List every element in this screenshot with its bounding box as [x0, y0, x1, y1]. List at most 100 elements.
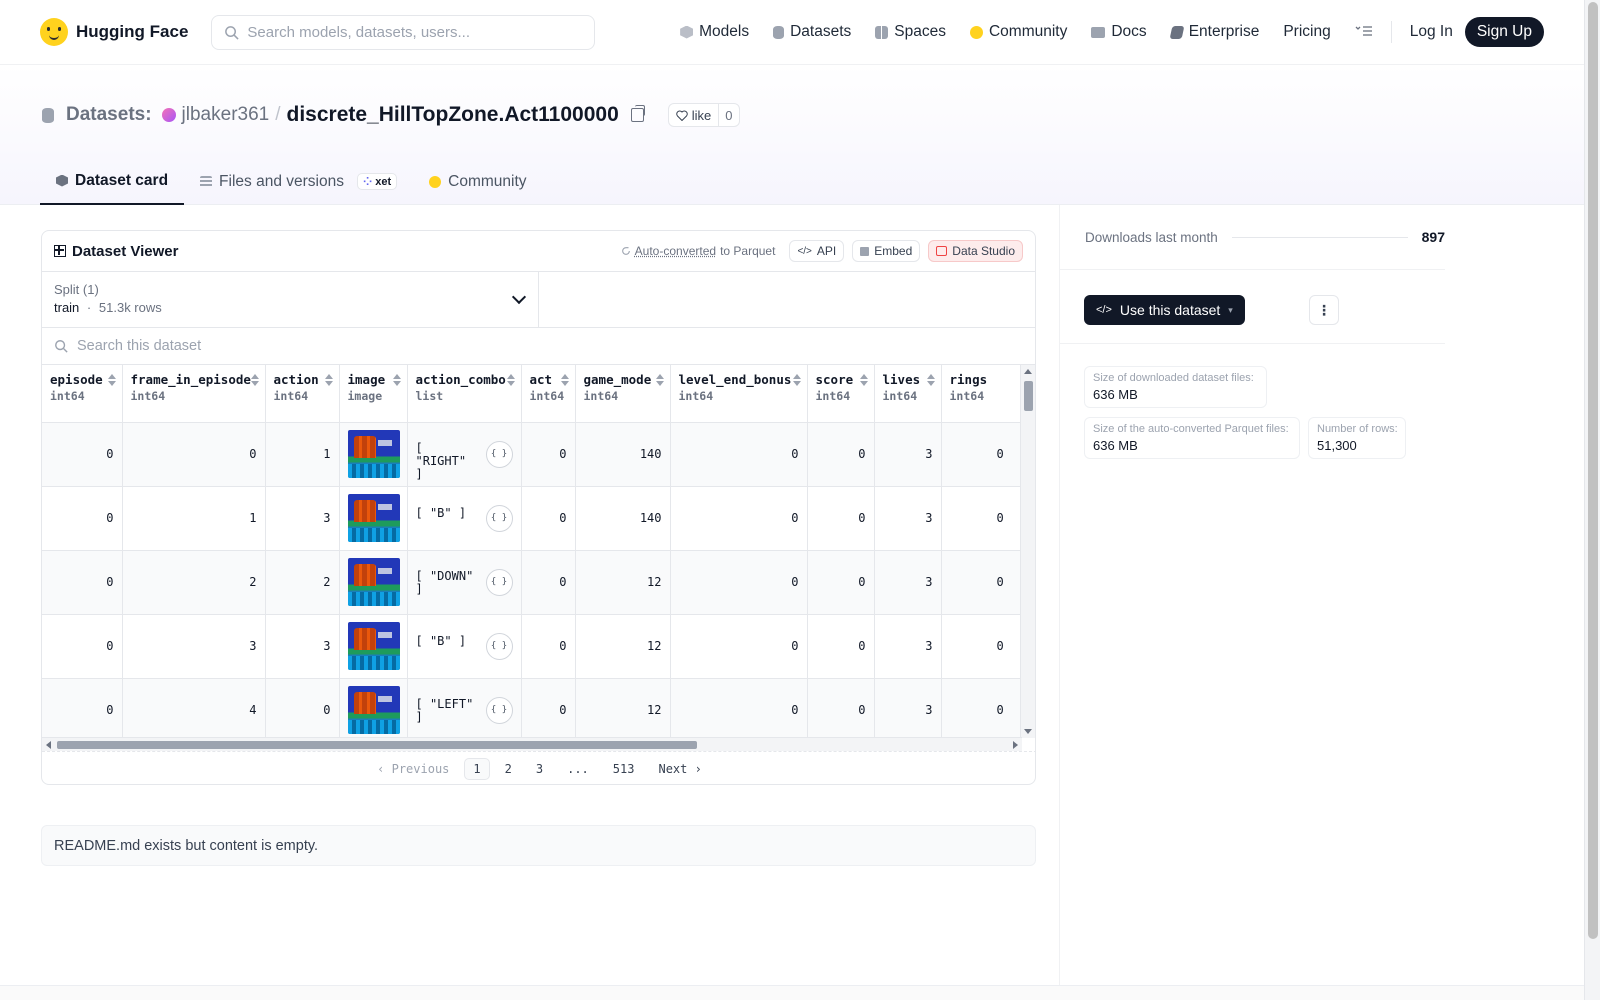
sort-icon[interactable] — [560, 374, 569, 386]
action-combo-text: [ "DOWN" ] — [415, 568, 474, 596]
nav-models[interactable]: Models — [668, 23, 761, 41]
cell-score: 0 — [807, 486, 875, 551]
col-header-lives[interactable]: lives int64 — [874, 365, 942, 423]
scroll-up-icon[interactable] — [1024, 369, 1032, 374]
expand-json-button[interactable]: { } — [485, 440, 513, 468]
like-main[interactable]: like — [669, 104, 719, 126]
community-tab-icon — [429, 175, 442, 188]
sort-icon[interactable] — [859, 374, 868, 386]
tab-dataset-card[interactable]: Dataset card — [40, 158, 185, 205]
embed-button[interactable]: Embed — [852, 240, 921, 262]
vertical-scroll-thumb[interactable] — [1024, 381, 1033, 411]
expand-json-button[interactable]: { } — [485, 568, 513, 596]
nav-datasets[interactable]: Datasets — [761, 23, 863, 41]
global-search-input[interactable] — [247, 23, 568, 41]
global-search[interactable] — [211, 14, 596, 50]
expand-json-button[interactable]: { } — [485, 504, 513, 532]
like-label: like — [691, 107, 712, 123]
table-row: 0 0 1 [ "RIGHT" ] { } 0 140 0 0 3 0 — [42, 422, 1035, 487]
page-scroll-thumb[interactable] — [1588, 2, 1598, 939]
copy-icon[interactable] — [630, 105, 645, 122]
like-count[interactable]: 0 — [718, 104, 738, 126]
cell-level-end-bonus: 0 — [670, 550, 808, 615]
col-header-rings[interactable]: rings int64 — [941, 365, 1035, 423]
expand-json-button[interactable]: { } — [485, 696, 513, 724]
page-scrollbar[interactable] — [1584, 0, 1600, 1000]
game-frame-thumbnail[interactable] — [347, 558, 400, 606]
table-horizontal-scrollbar[interactable] — [42, 737, 1022, 751]
more-menu-icon[interactable] — [1343, 24, 1385, 40]
split-selector[interactable]: Split (1) train · 51.3k rows — [42, 272, 539, 327]
page-1-button[interactable]: 1 — [464, 757, 490, 780]
sort-icon[interactable] — [392, 374, 401, 386]
cell-action: 3 — [265, 614, 340, 679]
scroll-right-icon[interactable] — [1013, 741, 1018, 749]
repo-name[interactable]: discrete_HillTopZone.Act1100000 — [286, 103, 619, 126]
game-frame-thumbnail[interactable] — [347, 686, 400, 734]
nav-docs[interactable]: Docs — [1079, 23, 1158, 41]
more-options-button[interactable]: ⋮ — [1309, 295, 1339, 325]
brand-name: Hugging Face — [76, 22, 189, 41]
docs-icon — [1091, 26, 1106, 38]
table-viewport[interactable]: episode int64 frame_in_episode int64 actio… — [42, 365, 1035, 738]
page-2-button[interactable]: 2 — [504, 761, 512, 776]
col-header-game-mode[interactable]: game_mode int64 — [575, 365, 671, 423]
game-frame-thumbnail[interactable] — [347, 430, 400, 478]
data-studio-button[interactable]: Data Studio — [928, 240, 1023, 262]
login-link[interactable]: Log In — [1409, 23, 1453, 40]
auto-converted-link[interactable]: Auto-converted — [634, 244, 717, 258]
sort-icon[interactable] — [655, 374, 664, 386]
spaces-icon — [875, 25, 889, 39]
scroll-down-icon[interactable] — [1024, 729, 1032, 734]
col-header-image[interactable]: image image — [339, 365, 408, 423]
dataset-search-input[interactable] — [77, 338, 577, 354]
game-frame-thumbnail[interactable] — [347, 622, 400, 670]
table-vertical-scrollbar[interactable] — [1020, 365, 1035, 738]
col-header-action-combo[interactable]: action_combo list — [407, 365, 522, 423]
heart-icon — [676, 110, 688, 121]
col-header-score[interactable]: score int64 — [807, 365, 875, 423]
dataset-search[interactable] — [42, 328, 1035, 365]
nav-spaces[interactable]: Spaces — [863, 23, 958, 41]
split-value: train · 51.3k rows — [54, 300, 526, 315]
stat-label: Size of the auto-converted Parquet files… — [1093, 423, 1289, 435]
sort-icon[interactable] — [324, 374, 333, 386]
col-header-frame-in-episode[interactable]: frame_in_episode int64 — [122, 365, 266, 423]
scroll-left-icon[interactable] — [46, 741, 51, 749]
col-header-episode[interactable]: episode int64 — [42, 365, 123, 423]
sort-icon[interactable] — [926, 374, 935, 386]
nav-enterprise[interactable]: Enterprise — [1159, 23, 1272, 41]
page-3-button[interactable]: 3 — [535, 761, 544, 776]
tab-files-and-versions[interactable]: Files and versions ⁘ xet — [184, 158, 413, 205]
sort-icon[interactable] — [506, 374, 515, 386]
like-button[interactable]: like 0 — [667, 103, 740, 127]
owner-link[interactable]: jlbaker361 — [181, 104, 270, 125]
col-name: image — [347, 372, 386, 387]
col-header-act[interactable]: act int64 — [521, 365, 576, 423]
api-button[interactable]: </> API — [789, 240, 845, 262]
cell-score: 0 — [807, 678, 875, 738]
next-page-button[interactable]: Next › — [658, 761, 702, 776]
col-header-level-end-bonus[interactable]: level_end_bonus int64 — [670, 365, 808, 423]
nav-community[interactable]: Community — [958, 23, 1079, 41]
tab-community[interactable]: Community — [413, 158, 542, 205]
nav-pricing[interactable]: Pricing — [1271, 23, 1342, 41]
sort-icon[interactable] — [107, 374, 116, 386]
cell-act: 0 — [521, 486, 576, 551]
previous-page-button[interactable]: ‹ Previous — [377, 761, 450, 776]
sort-icon[interactable] — [250, 374, 259, 386]
expand-json-button[interactable]: { } — [485, 632, 513, 660]
nav-models-label: Models — [699, 23, 750, 40]
pagination: ‹ Previous 1 2 3 ... 513 Next › — [42, 751, 1035, 784]
datasets-crumb[interactable]: Datasets: — [66, 104, 152, 125]
page-513-button[interactable]: 513 — [612, 761, 635, 776]
downloads-label: Downloads last month — [1085, 229, 1218, 245]
brand-link[interactable]: Hugging Face — [40, 18, 188, 46]
signup-button[interactable]: Sign Up — [1464, 17, 1544, 47]
sort-icon[interactable] — [792, 374, 801, 386]
horizontal-scroll-thumb[interactable] — [57, 741, 697, 749]
xet-badge-label: xet — [375, 176, 392, 188]
col-header-action[interactable]: action int64 — [265, 365, 340, 423]
game-frame-thumbnail[interactable] — [347, 494, 400, 542]
use-dataset-button[interactable]: </> Use this dataset ▾ — [1084, 295, 1245, 325]
